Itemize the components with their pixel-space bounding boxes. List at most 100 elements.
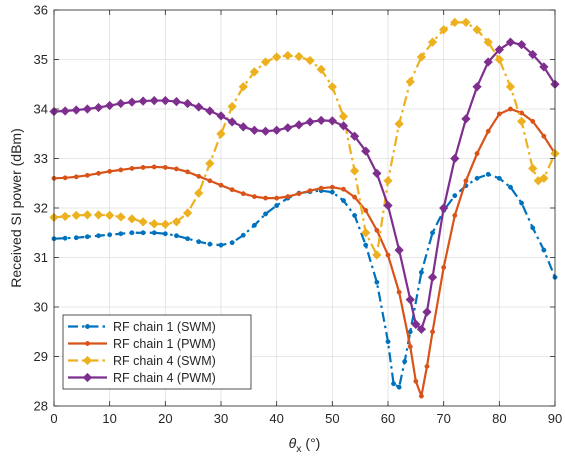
data-point bbox=[73, 235, 79, 241]
data-point bbox=[383, 200, 393, 211]
legend-marker bbox=[85, 324, 90, 329]
data-point bbox=[60, 211, 70, 222]
data-point bbox=[251, 222, 257, 228]
data-point bbox=[483, 37, 493, 47]
data-point bbox=[541, 247, 547, 253]
data-point bbox=[461, 114, 471, 124]
data-point bbox=[263, 195, 268, 201]
data-point bbox=[329, 184, 335, 190]
data-point bbox=[424, 363, 430, 369]
data-point bbox=[352, 212, 358, 218]
data-point bbox=[405, 77, 415, 87]
data-point bbox=[263, 211, 268, 217]
data-point bbox=[394, 119, 404, 129]
data-point bbox=[450, 17, 460, 27]
data-point bbox=[229, 240, 235, 246]
data-point bbox=[296, 191, 302, 197]
data-point bbox=[174, 166, 179, 172]
data-point bbox=[327, 82, 337, 92]
data-point bbox=[338, 111, 349, 122]
data-point bbox=[385, 339, 391, 345]
data-point bbox=[182, 98, 193, 109]
data-point bbox=[528, 163, 538, 174]
data-point bbox=[430, 329, 435, 335]
legend: RF chain 1 (SWM) RF chain 1 (PWM) RF chain… bbox=[62, 314, 252, 390]
x-tick-label: 50 bbox=[325, 411, 339, 426]
data-point bbox=[71, 105, 81, 115]
data-point bbox=[349, 131, 360, 141]
data-point bbox=[361, 146, 371, 156]
data-point bbox=[107, 232, 113, 238]
x-tick-label: 20 bbox=[158, 411, 172, 426]
data-point bbox=[327, 116, 337, 126]
data-point bbox=[129, 230, 135, 236]
data-point bbox=[485, 171, 491, 177]
data-point bbox=[93, 102, 104, 113]
series-group bbox=[49, 17, 560, 399]
data-point bbox=[116, 212, 126, 222]
data-point bbox=[474, 151, 480, 157]
data-point bbox=[218, 242, 224, 248]
data-point bbox=[274, 203, 280, 208]
data-point bbox=[496, 111, 502, 117]
legend-label: RF chain 1 (SWM) bbox=[113, 320, 216, 334]
data-point bbox=[541, 133, 547, 139]
data-point bbox=[508, 106, 513, 112]
data-point bbox=[196, 173, 202, 179]
data-point bbox=[174, 233, 179, 239]
data-point bbox=[138, 96, 148, 106]
data-point bbox=[349, 166, 360, 176]
data-point bbox=[207, 178, 213, 184]
data-point bbox=[391, 381, 397, 387]
data-point bbox=[474, 175, 480, 181]
data-point bbox=[151, 230, 157, 236]
data-point bbox=[372, 250, 382, 260]
y-tick-label: 29 bbox=[34, 349, 48, 364]
legend-label: RF chain 1 (PWM) bbox=[113, 337, 216, 351]
data-point bbox=[151, 164, 157, 170]
data-point bbox=[418, 269, 424, 275]
data-point bbox=[105, 100, 115, 111]
data-point bbox=[450, 153, 460, 164]
data-point bbox=[185, 169, 191, 175]
data-point bbox=[227, 101, 237, 112]
data-point bbox=[483, 57, 493, 67]
x-tick-label: 40 bbox=[269, 411, 283, 426]
data-point bbox=[216, 111, 226, 121]
data-point bbox=[519, 200, 525, 206]
data-point bbox=[62, 175, 68, 181]
x-tick-label: 60 bbox=[381, 411, 395, 426]
y-tick-label: 28 bbox=[34, 399, 48, 414]
x-axis-label: θx (°) bbox=[289, 435, 321, 455]
x-tick-label: 90 bbox=[548, 411, 562, 426]
data-point bbox=[149, 219, 159, 229]
data-point bbox=[413, 378, 419, 384]
data-point bbox=[82, 210, 93, 220]
data-point bbox=[73, 174, 79, 180]
data-point bbox=[516, 40, 527, 50]
data-point bbox=[162, 231, 168, 237]
data-point bbox=[96, 170, 101, 176]
data-point bbox=[182, 208, 193, 218]
data-point bbox=[394, 245, 404, 255]
data-point bbox=[385, 252, 391, 258]
data-point bbox=[260, 57, 271, 67]
data-point bbox=[107, 168, 113, 174]
y-tick-label: 33 bbox=[34, 151, 48, 166]
data-point bbox=[374, 279, 380, 285]
data-point bbox=[338, 121, 349, 131]
data-point bbox=[96, 233, 101, 239]
data-point bbox=[285, 194, 291, 200]
data-point bbox=[530, 118, 536, 124]
data-point bbox=[494, 44, 504, 55]
data-point bbox=[416, 52, 427, 62]
legend-item: RF chain 1 (PWM) bbox=[68, 337, 216, 351]
data-point bbox=[427, 37, 438, 47]
data-point bbox=[84, 172, 90, 178]
data-point bbox=[422, 307, 432, 317]
data-point bbox=[416, 324, 427, 334]
data-point bbox=[307, 188, 313, 194]
data-point bbox=[127, 97, 137, 107]
